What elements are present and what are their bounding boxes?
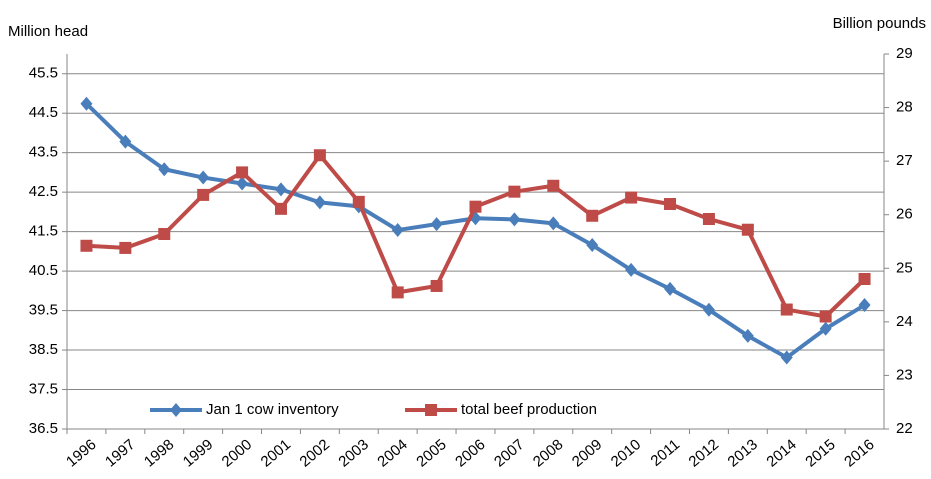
marker bbox=[819, 321, 832, 336]
y-axis-label: Million head bbox=[8, 23, 88, 40]
marker bbox=[119, 241, 132, 254]
marker bbox=[158, 228, 171, 240]
marker bbox=[819, 310, 832, 323]
marker bbox=[586, 238, 599, 253]
marker bbox=[197, 170, 210, 185]
y-tick-label: 40.5 bbox=[29, 262, 58, 279]
marker bbox=[780, 350, 793, 365]
y-tick-label: 36.5 bbox=[29, 420, 58, 437]
marker bbox=[664, 281, 677, 296]
x-tick-label: 2016 bbox=[841, 436, 877, 470]
x-tick-label: 2015 bbox=[802, 436, 838, 470]
x-tick-label: 2004 bbox=[374, 436, 410, 470]
marker bbox=[625, 262, 638, 277]
marker bbox=[274, 182, 287, 197]
marker bbox=[469, 200, 482, 213]
marker bbox=[80, 96, 93, 111]
marker bbox=[508, 185, 521, 198]
marker bbox=[858, 298, 871, 313]
x-tick-label: 2006 bbox=[452, 436, 488, 470]
x-tick-label: 2002 bbox=[297, 436, 333, 470]
marker bbox=[586, 209, 599, 222]
y-tick-label: 44.5 bbox=[29, 104, 58, 121]
marker bbox=[236, 166, 249, 179]
marker bbox=[508, 212, 521, 227]
y2-tick-label: 29 bbox=[896, 45, 913, 62]
marker bbox=[430, 217, 443, 232]
x-tick-label: 2009 bbox=[569, 436, 605, 470]
x-tick-label: 2007 bbox=[491, 436, 527, 470]
marker bbox=[274, 202, 287, 215]
marker bbox=[391, 223, 404, 238]
y2-tick-label: 27 bbox=[896, 152, 913, 169]
marker bbox=[391, 286, 404, 299]
x-tick-label: 2014 bbox=[763, 436, 799, 470]
marker bbox=[664, 198, 677, 210]
marker bbox=[430, 279, 443, 292]
y-tick-label: 42.5 bbox=[29, 183, 58, 200]
y-tick-label: 38.5 bbox=[29, 341, 58, 358]
marker bbox=[547, 179, 560, 192]
marker bbox=[425, 404, 437, 416]
x-tick-label: 2010 bbox=[608, 436, 644, 470]
marker bbox=[702, 213, 715, 225]
x-tick-label: 1998 bbox=[141, 436, 177, 470]
y2-tick-label: 24 bbox=[896, 313, 913, 330]
x-tick-label: 1997 bbox=[102, 436, 138, 470]
x-tick-label: 2008 bbox=[530, 436, 566, 470]
marker bbox=[352, 195, 365, 208]
marker bbox=[741, 328, 754, 343]
y2-tick-label: 22 bbox=[896, 420, 913, 437]
marker bbox=[702, 302, 715, 317]
y-tick-label: 39.5 bbox=[29, 302, 58, 319]
x-tick-label: 2013 bbox=[724, 436, 760, 470]
y-tick-label: 45.5 bbox=[29, 65, 58, 82]
x-tick-label: 2001 bbox=[258, 436, 294, 470]
x-tick-label: 2011 bbox=[648, 436, 684, 470]
y-tick-label: 43.5 bbox=[29, 144, 58, 161]
marker bbox=[625, 191, 638, 204]
marker bbox=[158, 162, 171, 177]
marker bbox=[858, 273, 871, 285]
x-tick-label: 1996 bbox=[63, 436, 99, 470]
x-tick-label: 1999 bbox=[180, 436, 216, 470]
marker bbox=[547, 216, 560, 231]
marker bbox=[236, 176, 249, 191]
marker bbox=[119, 134, 132, 149]
y-tick-label: 37.5 bbox=[29, 380, 58, 397]
y2-axis-label: Billion pounds bbox=[833, 15, 926, 32]
marker bbox=[741, 223, 754, 236]
marker bbox=[197, 188, 210, 201]
x-tick-label: 2003 bbox=[335, 436, 371, 470]
marker bbox=[313, 195, 326, 210]
y2-tick-label: 25 bbox=[896, 259, 913, 276]
legend-label: total beef production bbox=[461, 401, 597, 418]
y2-tick-label: 23 bbox=[896, 366, 913, 383]
y-tick-label: 41.5 bbox=[29, 223, 58, 240]
marker bbox=[313, 149, 326, 162]
y2-tick-label: 26 bbox=[896, 206, 913, 223]
x-tick-label: 2005 bbox=[413, 436, 449, 470]
x-tick-label: 2012 bbox=[686, 436, 722, 470]
marker bbox=[170, 403, 182, 417]
x-tick-label: 2000 bbox=[219, 436, 255, 470]
y2-tick-label: 28 bbox=[896, 99, 913, 116]
marker bbox=[80, 239, 93, 252]
marker bbox=[780, 303, 793, 316]
legend-label: Jan 1 cow inventory bbox=[206, 401, 339, 418]
